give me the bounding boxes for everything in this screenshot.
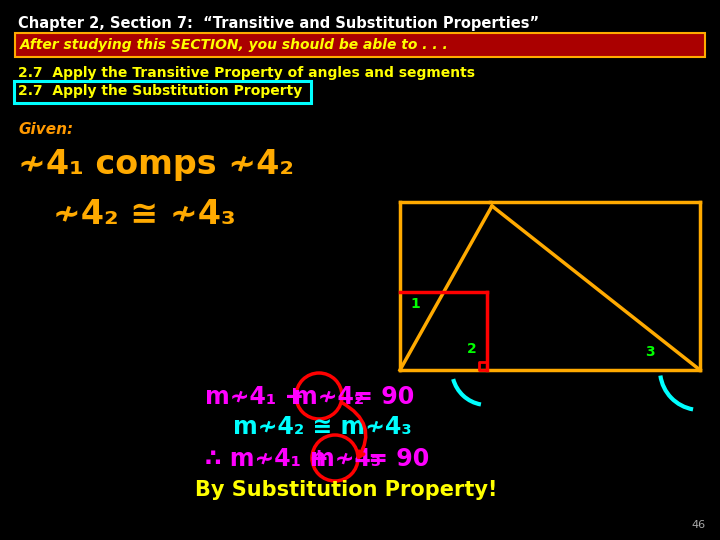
Text: 1: 1 bbox=[410, 297, 420, 311]
Text: 2.7  Apply the Transitive Property of angles and segments: 2.7 Apply the Transitive Property of ang… bbox=[18, 66, 475, 80]
Text: 46: 46 bbox=[692, 520, 706, 530]
Text: By Substitution Property!: By Substitution Property! bbox=[195, 480, 498, 500]
Text: = 90: = 90 bbox=[345, 385, 414, 409]
Text: ≁4₁ comps ≁4₂: ≁4₁ comps ≁4₂ bbox=[18, 148, 294, 181]
Text: m≁4₂: m≁4₂ bbox=[293, 385, 364, 409]
Text: After studying this SECTION, you should be able to . . .: After studying this SECTION, you should … bbox=[20, 38, 449, 52]
Text: 2: 2 bbox=[467, 342, 477, 356]
Text: m≁4₃: m≁4₃ bbox=[310, 447, 381, 471]
Text: m≁4₂ ≅ m≁4₃: m≁4₂ ≅ m≁4₃ bbox=[233, 415, 412, 439]
Text: = 90: = 90 bbox=[360, 447, 429, 471]
Text: ≁4₂ ≅ ≁4₃: ≁4₂ ≅ ≁4₃ bbox=[18, 198, 235, 231]
Text: ∴ m≁4₁ +: ∴ m≁4₁ + bbox=[205, 447, 337, 471]
Text: Chapter 2, Section 7:  “Transitive and Substitution Properties”: Chapter 2, Section 7: “Transitive and Su… bbox=[18, 16, 539, 31]
Text: 3: 3 bbox=[645, 345, 654, 359]
Text: m≁4₁ +: m≁4₁ + bbox=[205, 385, 312, 409]
FancyBboxPatch shape bbox=[15, 33, 705, 57]
Text: 2.7  Apply the Substitution Property: 2.7 Apply the Substitution Property bbox=[18, 84, 302, 98]
FancyBboxPatch shape bbox=[14, 81, 311, 103]
Text: Given:: Given: bbox=[18, 122, 73, 137]
